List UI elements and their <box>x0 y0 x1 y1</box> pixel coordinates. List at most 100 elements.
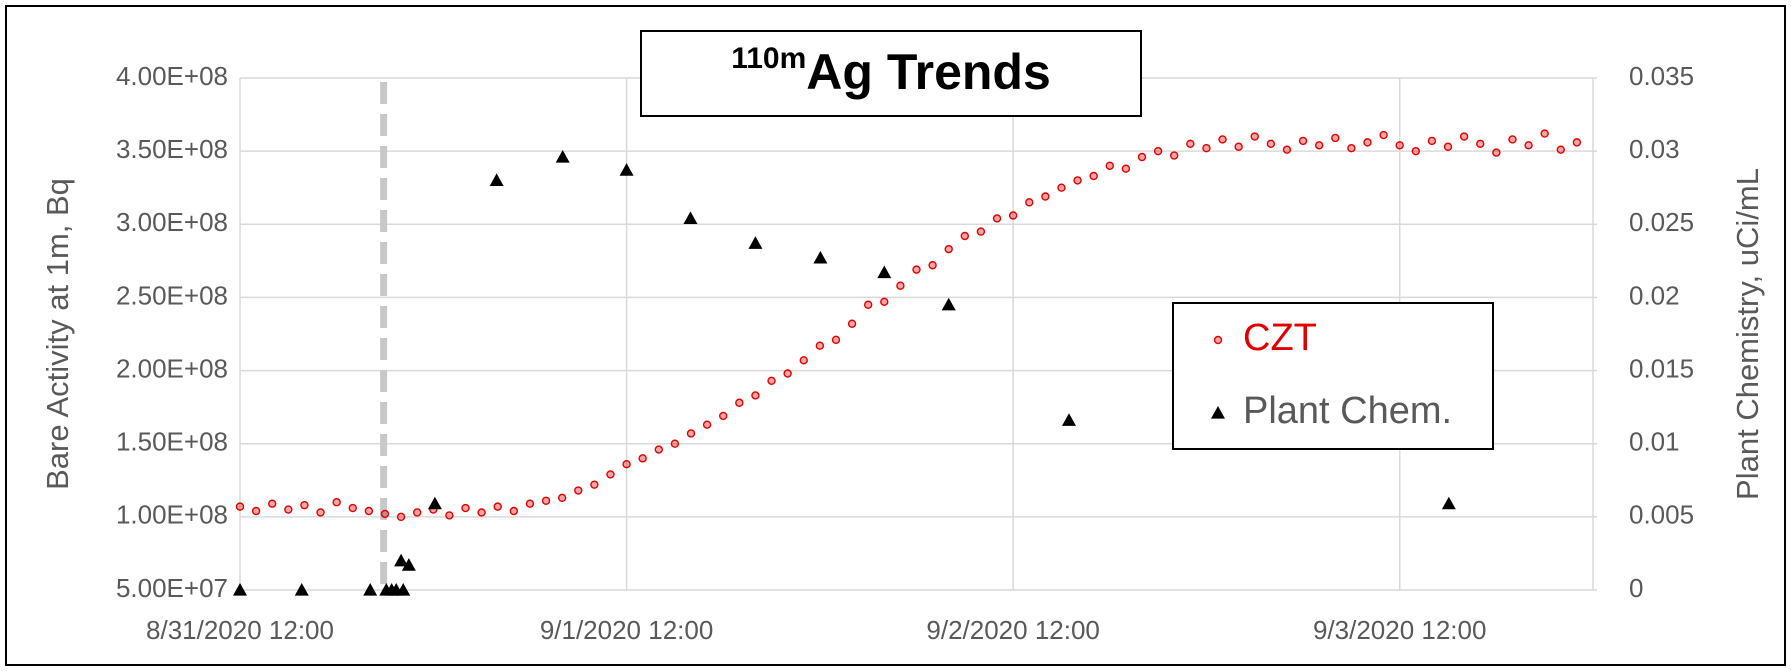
data-point <box>941 297 956 311</box>
data-point <box>1395 141 1404 150</box>
data-point <box>574 486 583 495</box>
data-point <box>1025 198 1034 207</box>
data-point <box>670 439 680 448</box>
title-box <box>640 30 1142 117</box>
y-tick-label: 1.00E+08 <box>116 500 228 530</box>
data-point <box>509 506 519 516</box>
chart-title: 110mAg Trends <box>731 42 1051 100</box>
y-axis-title: Bare Activity at 1m, Bq <box>40 178 75 490</box>
data-point <box>348 503 357 513</box>
data-point <box>1202 144 1211 153</box>
data-point <box>1427 136 1437 146</box>
data-point <box>1347 144 1356 153</box>
data-point <box>815 341 825 350</box>
data-point <box>831 335 841 345</box>
data-point <box>555 149 570 163</box>
data-point <box>863 300 873 309</box>
data-point <box>1363 138 1372 147</box>
data-point <box>412 508 422 517</box>
data-point <box>1411 146 1421 156</box>
data-point <box>1314 141 1324 150</box>
y-tick-label: 2.50E+08 <box>116 280 228 310</box>
data-point <box>1443 142 1453 151</box>
data-point <box>1476 139 1485 149</box>
data-point <box>233 583 247 596</box>
data-point <box>683 211 698 225</box>
data-point <box>622 459 631 469</box>
y2-tick-label: 0.035 <box>1629 61 1694 91</box>
data-point <box>427 496 442 510</box>
legend-marker <box>1211 406 1225 419</box>
legend-marker <box>1213 335 1223 345</box>
data-point <box>1186 139 1195 149</box>
data-point <box>847 319 857 328</box>
y-tick-label: 3.50E+08 <box>116 134 228 164</box>
data-point <box>1137 152 1147 162</box>
y2-tick-label: 0.015 <box>1629 353 1694 383</box>
title-superscript: 110m <box>731 42 806 75</box>
data-point <box>638 454 647 463</box>
data-point <box>1218 135 1227 144</box>
data-point <box>606 470 615 479</box>
data-point <box>686 429 696 438</box>
x-tick-label: 9/2/2020 12:00 <box>926 615 1100 645</box>
data-point <box>489 173 504 186</box>
data-point <box>251 506 261 516</box>
data-point <box>1170 151 1179 160</box>
data-point <box>960 231 970 241</box>
legend-box <box>1172 302 1494 450</box>
data-point <box>1057 183 1066 192</box>
data-point <box>751 391 760 400</box>
data-point <box>1061 413 1076 426</box>
data-point <box>525 499 535 508</box>
data-point <box>767 376 776 386</box>
data-point <box>1540 129 1549 138</box>
data-point <box>493 502 502 511</box>
title-text: Ag Trends <box>806 44 1050 100</box>
data-point <box>1234 142 1243 151</box>
data-point <box>1331 133 1340 143</box>
data-point <box>976 227 986 236</box>
data-point <box>1153 146 1163 156</box>
y-tick-label: 5.00E+07 <box>116 573 228 603</box>
data-point <box>944 244 953 254</box>
data-point <box>1008 211 1018 220</box>
data-point <box>294 583 309 596</box>
data-point <box>235 502 245 511</box>
x-tick-label: 8/31/2020 12:00 <box>146 615 334 645</box>
data-point <box>877 265 892 279</box>
data-point <box>557 493 567 503</box>
y2-tick-label: 0.03 <box>1629 134 1680 164</box>
data-point <box>284 505 293 514</box>
y2-tick-label: 0.02 <box>1629 280 1680 310</box>
data-point <box>1441 496 1456 510</box>
data-point <box>992 214 1002 223</box>
data-point <box>1492 148 1501 157</box>
data-point <box>1524 141 1533 150</box>
data-point <box>912 265 921 274</box>
data-point <box>1266 139 1276 149</box>
data-point <box>316 508 325 517</box>
y2-tick-label: 0.025 <box>1629 207 1694 237</box>
data-point <box>880 297 889 307</box>
data-point <box>928 261 937 270</box>
data-point <box>1379 130 1388 140</box>
data-point <box>380 509 390 519</box>
data-point <box>300 500 309 510</box>
data-point <box>268 499 277 508</box>
data-point <box>719 411 728 421</box>
legend-label: CZT <box>1243 317 1317 359</box>
y2-tick-label: 0.01 <box>1629 427 1680 457</box>
data-point <box>813 250 828 264</box>
data-point <box>1250 132 1259 141</box>
data-point <box>363 583 378 596</box>
plot-area: 5.00E+07 1.00E+08 1.50E+08 2.00E+08 2.50E+08… <box>116 61 1694 645</box>
data-point <box>332 498 341 507</box>
data-point <box>1073 176 1082 185</box>
data-point <box>364 506 374 516</box>
data-point <box>1572 138 1582 147</box>
data-point <box>1298 136 1308 146</box>
data-point <box>1459 132 1469 141</box>
y2-axis-title: Plant Chemistry, uCi/mL <box>1730 168 1765 500</box>
